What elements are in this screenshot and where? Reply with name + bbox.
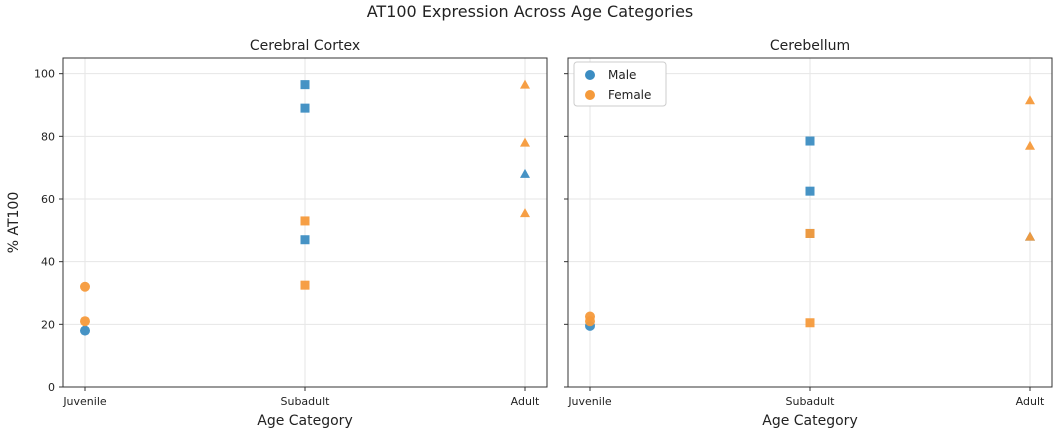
data-point-male	[805, 186, 815, 196]
x-tick-label: Juvenile	[567, 395, 612, 408]
legend-label: Male	[608, 68, 636, 82]
data-point-female	[805, 318, 815, 328]
panel-title: Cerebral Cortex	[250, 38, 360, 54]
data-point-female	[520, 208, 530, 218]
data-point-female	[805, 228, 815, 238]
legend-label: Female	[608, 88, 651, 102]
plot-frame	[567, 57, 1053, 388]
legend-marker-male	[585, 70, 595, 80]
data-point-male	[805, 136, 815, 146]
data-point-male	[520, 168, 530, 178]
y-tick-label: 80	[41, 130, 55, 143]
data-point-female	[1025, 95, 1035, 105]
legend-box	[573, 61, 667, 107]
figure-title: AT100 Expression Across Age Categories	[367, 2, 694, 21]
data-point-female	[300, 216, 310, 226]
data-point-female	[300, 280, 310, 290]
x-axis-label: Age Category	[762, 413, 857, 429]
panel-cerebral-cortex: Cerebral Cortex 0 20 40 60 80 100 Juvenile Subad…	[6, 38, 548, 429]
data-point-male	[300, 80, 310, 90]
data-point-female	[1025, 140, 1035, 150]
x-tick-label: Subadult	[785, 395, 835, 408]
x-tick-label: Subadult	[280, 395, 330, 408]
legend-marker-female	[585, 90, 595, 100]
data-point-male	[300, 235, 310, 245]
legend: Male Female	[573, 61, 667, 107]
data-point-female	[80, 316, 90, 327]
data-point-male	[80, 325, 90, 336]
y-tick-label: 20	[41, 318, 55, 331]
y-axis-label: % AT100	[6, 192, 22, 254]
data-point-female	[585, 316, 595, 327]
x-axis-label: Age Category	[257, 413, 352, 429]
x-tick-label: Adult	[1016, 395, 1045, 408]
y-tick-label: 0	[48, 381, 55, 394]
panel-cerebellum: Cerebellum Juvenile Subadult Adult Age Categ…	[564, 38, 1053, 429]
panel-title: Cerebellum	[770, 38, 850, 54]
y-tick-label: 100	[34, 68, 55, 81]
y-tick-label: 60	[41, 193, 55, 206]
x-tick-label: Adult	[511, 395, 540, 408]
data-point-female	[520, 137, 530, 147]
data-point-female	[1025, 231, 1035, 241]
data-point-male	[300, 103, 310, 113]
y-tick-label: 40	[41, 256, 55, 269]
data-point-female	[80, 281, 90, 292]
x-tick-label: Juvenile	[62, 395, 107, 408]
data-point-female	[520, 79, 530, 89]
plot-frame	[62, 57, 548, 388]
